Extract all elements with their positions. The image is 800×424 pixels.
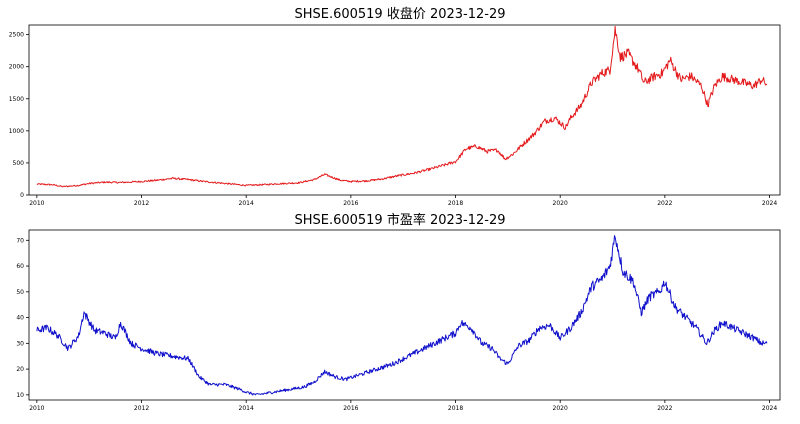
pe-x-tick-label: 2020 (553, 405, 568, 412)
price-x-tick-label: 2010 (29, 200, 44, 207)
price-chart-series (36, 25, 768, 188)
price-line-series (36, 25, 768, 188)
price-y-tick-label: 1000 (9, 128, 24, 135)
pe-x-tick-label: 2022 (657, 405, 672, 412)
price-x-tick-label: 2014 (239, 200, 254, 207)
pe-chart-y-axis: 10 20 30 40 50 60 70 (16, 237, 29, 399)
price-x-tick-label: 2016 (343, 200, 358, 207)
pe-x-tick-label: 2014 (239, 405, 254, 412)
pe-x-tick-label: 2016 (343, 405, 358, 412)
price-chart-y-axis: 0 500 1000 1500 2000 2500 (9, 32, 29, 199)
pe-y-tick-label: 70 (16, 237, 24, 244)
pe-y-tick-label: 20 (16, 366, 24, 373)
pe-x-tick-label: 2012 (134, 405, 149, 412)
pe-y-tick-label: 40 (16, 315, 24, 322)
pe-chart-title: SHSE.600519 市盈率 2023-12-29 (294, 212, 505, 228)
price-x-tick-label: 2022 (657, 200, 672, 207)
pe-x-tick-label: 2010 (29, 405, 44, 412)
pe-chart: SHSE.600519 市盈率 2023-12-29 2010 2012 2014 2… (16, 212, 781, 412)
pe-y-tick-label: 60 (16, 263, 24, 270)
pe-y-tick-label: 30 (16, 340, 24, 347)
pe-y-tick-label: 50 (16, 289, 24, 296)
price-chart-x-axis: 2010 2012 2014 2016 2018 2020 2022 2024 (29, 195, 777, 207)
pe-x-tick-label: 2018 (448, 405, 463, 412)
pe-x-tick-label: 2024 (762, 405, 777, 412)
price-y-tick-label: 2500 (9, 32, 24, 39)
pe-chart-x-axis: 2010 2012 2014 2016 2018 2020 2022 2024 (29, 400, 777, 412)
price-y-tick-label: 2000 (9, 64, 24, 71)
price-y-tick-label: 1500 (9, 96, 24, 103)
price-x-tick-label: 2024 (762, 200, 777, 207)
pe-line-series (36, 235, 768, 396)
price-x-tick-label: 2020 (553, 200, 568, 207)
price-chart-axes (28, 24, 781, 196)
pe-chart-series (36, 235, 768, 396)
pe-y-tick-label: 10 (16, 392, 24, 399)
price-y-tick-label: 0 (20, 192, 24, 199)
price-chart: SHSE.600519 收盘价 2023-12-29 2010 2012 2014 2… (9, 6, 781, 207)
price-x-tick-label: 2018 (448, 200, 463, 207)
price-y-tick-label: 500 (13, 160, 25, 167)
price-x-tick-label: 2012 (134, 200, 149, 207)
price-chart-title: SHSE.600519 收盘价 2023-12-29 (294, 6, 505, 22)
pe-chart-axes (28, 229, 781, 401)
